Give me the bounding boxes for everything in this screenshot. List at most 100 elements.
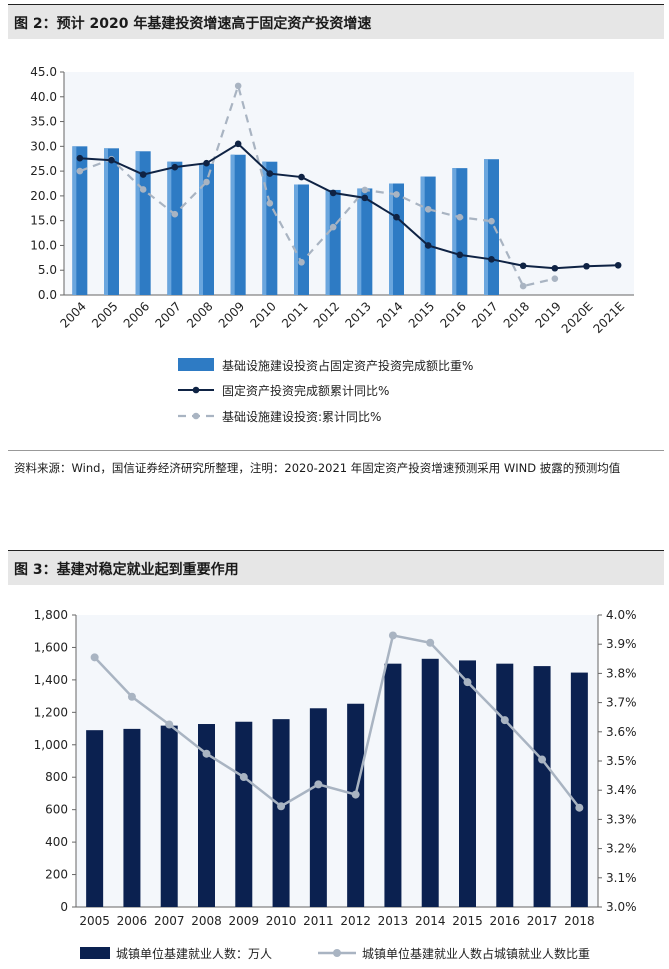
x-tick-label: 2012: [340, 914, 371, 928]
y2-tick-label: 3.2%: [606, 842, 637, 856]
infra-growth-point: [393, 191, 400, 198]
legend-label: 固定资产投资完成额累计同比%: [222, 383, 389, 398]
fai-growth-point: [393, 213, 400, 221]
share-point: [351, 790, 360, 799]
x-tick-label: 2009: [216, 299, 247, 330]
bar-highlight: [104, 148, 108, 295]
fai-growth-point: [519, 262, 527, 270]
share-point: [202, 749, 211, 758]
y2-tick-label: 3.1%: [606, 871, 637, 885]
x-tick-label: 2017: [469, 299, 500, 330]
y-tick-label: 5.0: [38, 263, 57, 277]
x-tick-label: 2018: [501, 299, 532, 330]
y-tick-label: 1,200: [34, 705, 68, 719]
chart2: 0 200 400 600 800 1,000 1,200 1,400 1,600 1,800 3.…: [34, 608, 637, 961]
bar: [459, 660, 476, 907]
legend-label: 基础设施建设投资:累计同比%: [222, 409, 381, 424]
x-tick-label: 2021E: [590, 299, 627, 336]
bar-highlight: [72, 146, 77, 295]
bar: [309, 708, 327, 907]
infra-growth-line: [79, 82, 556, 288]
y-tick-label: 600: [45, 803, 68, 817]
y2-tick-label: 3.7%: [606, 696, 637, 710]
bar-highlight: [262, 161, 267, 295]
share-point: [127, 692, 136, 701]
x-tick-label: 2008: [191, 914, 222, 928]
y2-tick-label: 3.3%: [606, 812, 637, 826]
fai-growth-point: [551, 264, 559, 272]
infra-growth-point: [139, 186, 147, 193]
x-tick-label: 2010: [247, 299, 278, 330]
x-tick-label: 2013: [342, 299, 373, 330]
share-point: [90, 653, 99, 662]
y-tick-label: 0.0: [38, 288, 57, 302]
x-tick-label: 2007: [154, 914, 185, 928]
y2-tick-label: 3.0%: [606, 900, 637, 914]
fai-growth-point: [203, 159, 210, 167]
infra-growth-point: [424, 205, 432, 213]
infra-growth-point: [298, 258, 305, 266]
fai-growth-point: [171, 163, 179, 171]
infra-growth-point: [361, 186, 369, 194]
bar-highlight: [484, 159, 488, 295]
bar: [235, 721, 253, 907]
y-tick-label: 1,800: [34, 608, 68, 622]
bar: [123, 728, 141, 907]
x-tick-label: 2015: [406, 299, 437, 330]
bar-highlight: [325, 189, 330, 295]
y-tick-label: 0: [60, 900, 68, 914]
bar-highlight: [230, 154, 235, 295]
bar: [421, 658, 439, 907]
x-tick-label: 2009: [229, 914, 260, 928]
infra-growth-point: [234, 82, 242, 90]
x-tick-label: 2014: [374, 299, 405, 330]
note-divider: [8, 450, 664, 451]
legend-label: 城镇单位基建就业人数：万人: [116, 946, 272, 961]
x-tick-label: 2014: [415, 914, 446, 928]
chart1: 0.0 5.0 10.0 15.0 20.0 25.0 30.0 35.0 40.0 45.0 20…: [30, 65, 634, 424]
y2-tick-label: 3.9%: [606, 637, 637, 651]
bar: [384, 663, 402, 907]
fai-growth-point: [456, 251, 464, 259]
fai-growth-line: [79, 142, 619, 270]
y-tick-label: 1,000: [34, 738, 68, 752]
x-tick-label: 2008: [184, 299, 215, 330]
fai-growth-point: [298, 173, 305, 181]
x-tick-label: 2004: [57, 299, 88, 330]
x-tick-label: 2013: [378, 914, 409, 928]
infra-growth-point: [456, 213, 464, 221]
fai-growth-point: [139, 171, 147, 178]
y2-tick-label: 3.6%: [606, 725, 637, 739]
y-tick-label: 30.0: [30, 139, 57, 153]
figure2-title: 图 3：基建对稳定就业起到重要作用: [14, 562, 239, 578]
share-point: [463, 678, 472, 687]
legend-swatch-point: [192, 412, 200, 420]
share-point: [575, 803, 584, 812]
plot-background: [64, 72, 634, 295]
fai-growth-point: [583, 262, 590, 270]
share-point: [165, 720, 174, 729]
x-tick-label: 2005: [79, 914, 110, 928]
bar-highlight: [389, 183, 393, 295]
fai-growth-point: [488, 256, 495, 263]
x-tick-label: 2012: [311, 299, 342, 330]
y-tick-label: 800: [45, 770, 68, 784]
share-point: [500, 716, 509, 725]
fai-growth-point: [361, 194, 369, 202]
infra-growth-point: [76, 167, 84, 175]
bar-highlight: [135, 151, 140, 295]
y-tick-label: 25.0: [30, 164, 57, 178]
share-point: [426, 638, 435, 647]
y-tick-label: 1,600: [34, 640, 68, 654]
x-tick-label: 2018: [564, 914, 595, 928]
plot-background: [76, 615, 598, 907]
y-tick-label: 400: [45, 835, 68, 849]
y2-tick-label: 3.4%: [606, 783, 637, 797]
bar: [533, 666, 551, 907]
legend-swatch-point: [333, 949, 341, 957]
x-tick-label: 2006: [121, 299, 152, 330]
fai-growth-point: [329, 189, 337, 197]
y-tick-label: 15.0: [30, 214, 57, 228]
y-tick-label: 10.0: [30, 238, 57, 252]
bar-highlight: [357, 188, 362, 295]
